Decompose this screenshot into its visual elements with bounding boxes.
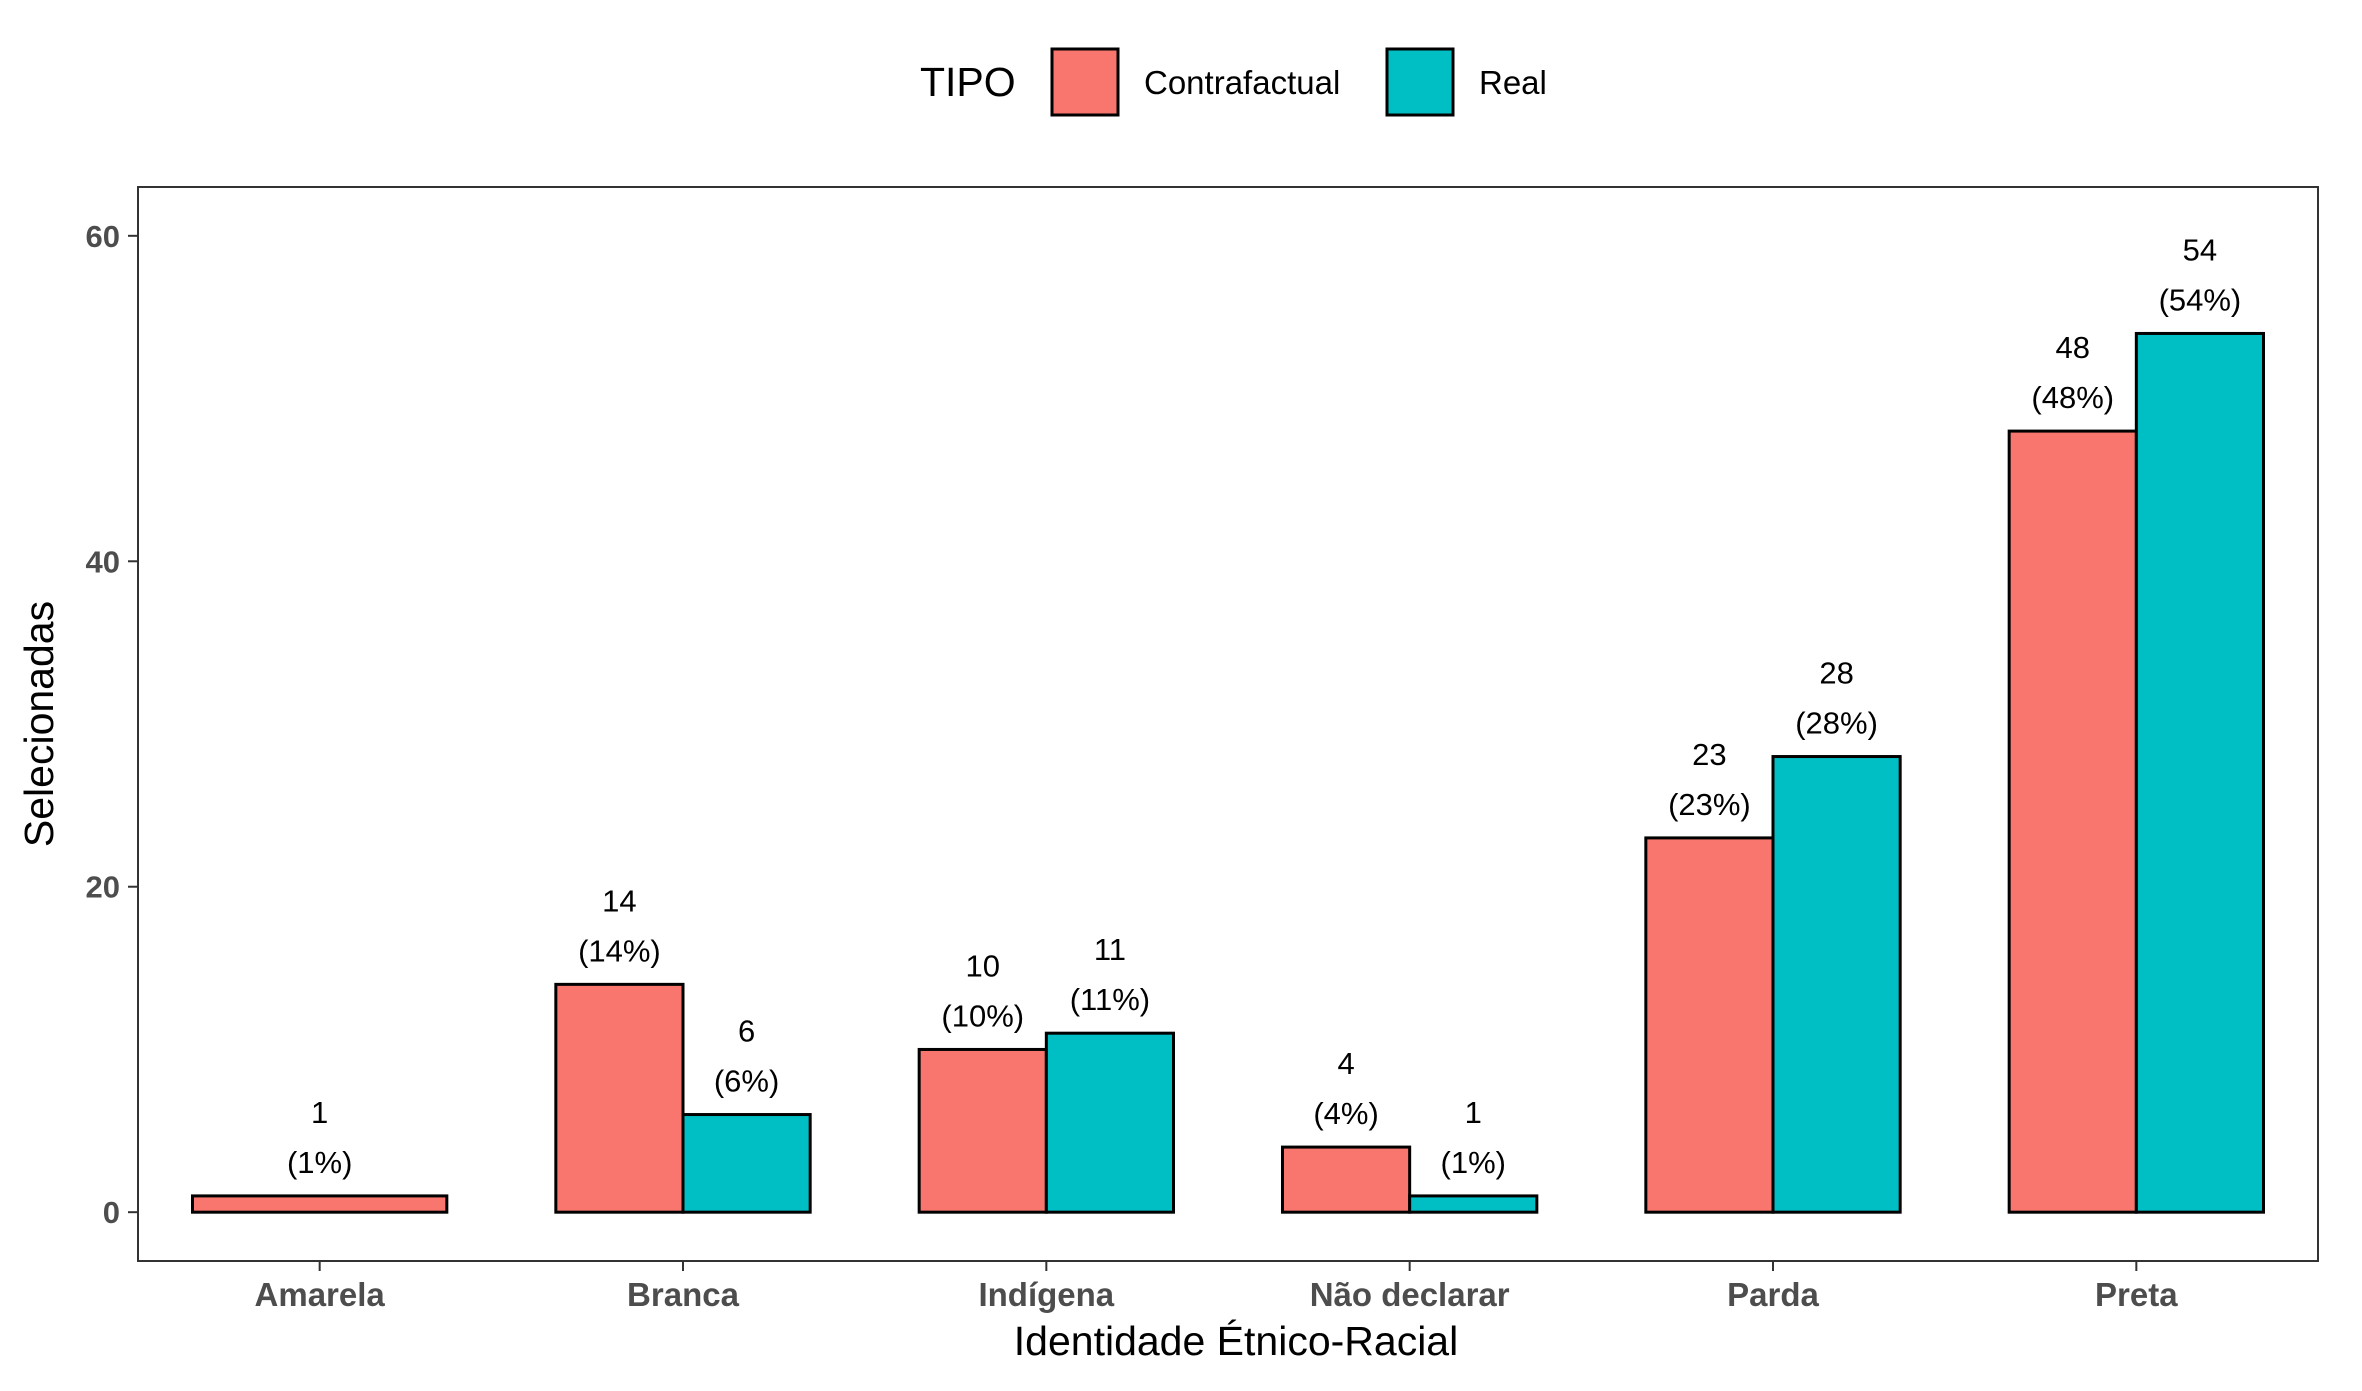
bar-value-label-real-parda: 28 bbox=[1819, 656, 1853, 691]
x-tick-label-amarela: Amarela bbox=[255, 1276, 386, 1313]
x-tick-label-branca: Branca bbox=[627, 1276, 740, 1313]
bar-value-label-real-indigena: 11 bbox=[1094, 932, 1126, 967]
legend: TIPO Contrafactual Real bbox=[920, 47, 1547, 117]
bar-contrafactual-preta bbox=[2007, 429, 2138, 1214]
bar-value-label-contrafactual-preta: 48 bbox=[2056, 330, 2090, 365]
bar-labels-layer: 1 (1%) 14 (14%) 6 (6%) 10 (10%) 11 (11%) 4 (4%) 1 (1%… bbox=[287, 232, 2241, 1179]
x-tick-label-parda: Parda bbox=[1727, 1276, 1819, 1313]
x-tick-label-preta: Preta bbox=[2095, 1276, 2178, 1313]
y-axis-title: Selecionadas bbox=[16, 601, 62, 847]
bar-pct-label-real-indigena: (11%) bbox=[1070, 982, 1150, 1017]
plot-panel bbox=[137, 186, 2319, 1262]
bar-value-label-real-branca: 6 bbox=[738, 1014, 755, 1049]
bar-pct-label-contrafactual-nao-declarar: (4%) bbox=[1313, 1096, 1378, 1131]
bar-real-nao-declarar bbox=[1408, 1194, 1539, 1214]
legend-swatch-contrafactual bbox=[1050, 47, 1120, 117]
bar-pct-label-contrafactual-preta: (48%) bbox=[2031, 380, 2114, 415]
bar-pct-label-real-parda: (28%) bbox=[1795, 706, 1878, 741]
bar-value-label-real-preta: 54 bbox=[2183, 232, 2217, 267]
bar-real-indigena bbox=[1044, 1031, 1176, 1214]
bar-real-branca bbox=[681, 1113, 812, 1214]
y-axis: 0 20 40 60 bbox=[86, 219, 138, 1230]
bar-real-preta bbox=[2134, 331, 2265, 1214]
bar-pct-label-real-nao-declarar: (1%) bbox=[1441, 1145, 1506, 1180]
bar-pct-label-contrafactual-amarela: (1%) bbox=[287, 1145, 352, 1180]
bar-contrafactual-indigena bbox=[917, 1047, 1048, 1214]
x-axis-title: Identidade Étnico-Racial bbox=[1014, 1318, 1458, 1364]
bar-value-label-contrafactual-nao-declarar: 4 bbox=[1337, 1046, 1354, 1081]
bars-layer bbox=[191, 331, 2265, 1214]
bar-real-parda bbox=[1771, 755, 1902, 1214]
bar-contrafactual-amarela bbox=[191, 1194, 449, 1214]
bar-pct-label-contrafactual-indigena: (10%) bbox=[941, 998, 1024, 1033]
x-axis: Amarela Branca Indígena Não declarar Parda Pr… bbox=[255, 1261, 2178, 1313]
y-tick-label-40: 40 bbox=[86, 544, 120, 579]
x-tick-label-nao-declarar: Não declarar bbox=[1310, 1276, 1510, 1313]
bar-pct-label-real-preta: (54%) bbox=[2159, 282, 2242, 317]
bar-value-label-contrafactual-amarela: 1 bbox=[311, 1095, 328, 1130]
legend-title: TIPO bbox=[920, 59, 1016, 105]
bar-value-label-real-nao-declarar: 1 bbox=[1465, 1095, 1482, 1130]
legend-label-contrafactual: Contrafactual bbox=[1144, 64, 1340, 101]
legend-swatch-real bbox=[1385, 47, 1455, 117]
bar-pct-label-contrafactual-parda: (23%) bbox=[1668, 787, 1751, 822]
bar-value-label-contrafactual-branca: 14 bbox=[602, 883, 636, 918]
bar-pct-label-real-branca: (6%) bbox=[714, 1064, 779, 1099]
bar-contrafactual-branca bbox=[554, 982, 685, 1214]
bar-pct-label-contrafactual-branca: (14%) bbox=[578, 933, 661, 968]
bar-value-label-contrafactual-parda: 23 bbox=[1692, 737, 1726, 772]
y-tick-label-20: 20 bbox=[86, 870, 120, 905]
bar-value-label-contrafactual-indigena: 10 bbox=[966, 948, 1000, 983]
y-tick-label-60: 60 bbox=[86, 219, 120, 254]
bar-contrafactual-parda bbox=[1644, 836, 1775, 1214]
y-tick-label-0: 0 bbox=[103, 1195, 120, 1230]
bar-contrafactual-nao-declarar bbox=[1281, 1145, 1412, 1214]
x-tick-label-indigena: Indígena bbox=[978, 1276, 1114, 1313]
legend-label-real: Real bbox=[1479, 64, 1547, 101]
